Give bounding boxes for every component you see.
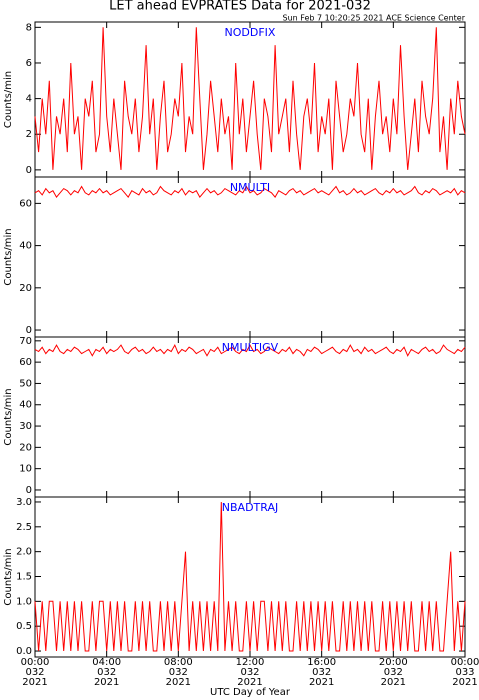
x-tick-year: 2021 <box>94 677 119 688</box>
x-tick-day: 032 <box>97 667 116 678</box>
y-axis-label: Counts/min <box>3 548 14 605</box>
y-tick-label: 60 <box>19 198 32 209</box>
x-tick-label: 12:00 <box>236 657 265 668</box>
x-tick-day: 032 <box>169 667 188 678</box>
data-line <box>34 343 466 357</box>
x-tick-day: 032 <box>384 667 403 678</box>
y-axis-label: Counts/min <box>3 71 14 128</box>
y-tick-label: 8 <box>26 22 32 33</box>
panel-label: NODDFIX <box>225 26 276 39</box>
y-tick-label: 2.0 <box>16 547 32 558</box>
y-axis-label: Counts/min <box>3 388 14 445</box>
x-tick-label: 00:00 <box>21 657 50 668</box>
x-tick-year: 2021 <box>309 677 334 688</box>
y-tick-label: 20 <box>19 283 32 294</box>
y-tick-label: 60 <box>19 357 32 368</box>
y-tick-label: 30 <box>19 421 32 432</box>
y-axis-label: Counts/min <box>3 228 14 285</box>
y-tick-label: 40 <box>19 241 32 252</box>
plot-frame <box>34 336 466 498</box>
x-tick-day: 033 <box>455 667 474 678</box>
x-tick-year: 2021 <box>166 677 191 688</box>
y-tick-label: 6 <box>26 58 32 69</box>
x-tick-label: 00:00 <box>451 657 479 668</box>
x-axis-label: UTC Day of Year <box>210 687 291 698</box>
y-tick-label: 2.5 <box>16 522 32 533</box>
y-tick-label: 0 <box>26 485 32 496</box>
y-tick-label: 3.0 <box>16 497 32 508</box>
x-tick-day: 032 <box>312 667 331 678</box>
y-tick-label: 4 <box>26 94 32 105</box>
plot-frame <box>34 496 466 658</box>
plot-frame <box>34 176 466 338</box>
y-tick-label: 0 <box>26 325 32 336</box>
subtitle: Sun Feb 7 10:20:25 2021 ACE Science Cent… <box>283 14 466 23</box>
x-tick-day: 032 <box>25 667 44 678</box>
panel-label: NMULTI <box>230 181 270 194</box>
y-tick-label: 10 <box>19 464 32 475</box>
data-line <box>34 185 466 198</box>
chart-title: LET ahead EVPRATES Data for 2021-032 <box>109 0 371 14</box>
y-tick-label: 1.5 <box>16 572 32 583</box>
panel-label: NMULTIGV <box>222 341 279 354</box>
y-tick-label: 1.0 <box>16 596 32 607</box>
x-tick-label: 16:00 <box>307 657 336 668</box>
data-line <box>34 27 466 170</box>
y-tick-label: 0 <box>26 165 32 176</box>
y-tick-label: 40 <box>19 400 32 411</box>
y-tick-label: 2 <box>26 129 32 140</box>
panel-label: NBADTRAJ <box>222 501 278 514</box>
x-tick-label: 20:00 <box>379 657 408 668</box>
x-tick-year: 2021 <box>381 677 406 688</box>
x-tick-year: 2021 <box>237 677 262 688</box>
y-tick-label: 50 <box>19 378 32 389</box>
x-tick-label: 04:00 <box>92 657 121 668</box>
x-tick-year: 2021 <box>22 677 47 688</box>
data-line <box>34 501 466 652</box>
y-tick-label: 0.0 <box>16 646 32 657</box>
y-tick-label: 0.5 <box>16 621 32 632</box>
y-tick-label: 70 <box>19 336 32 347</box>
x-tick-year: 2021 <box>452 677 477 688</box>
x-tick-label: 08:00 <box>164 657 193 668</box>
x-tick-day: 032 <box>240 667 259 678</box>
y-tick-label: 20 <box>19 442 32 453</box>
